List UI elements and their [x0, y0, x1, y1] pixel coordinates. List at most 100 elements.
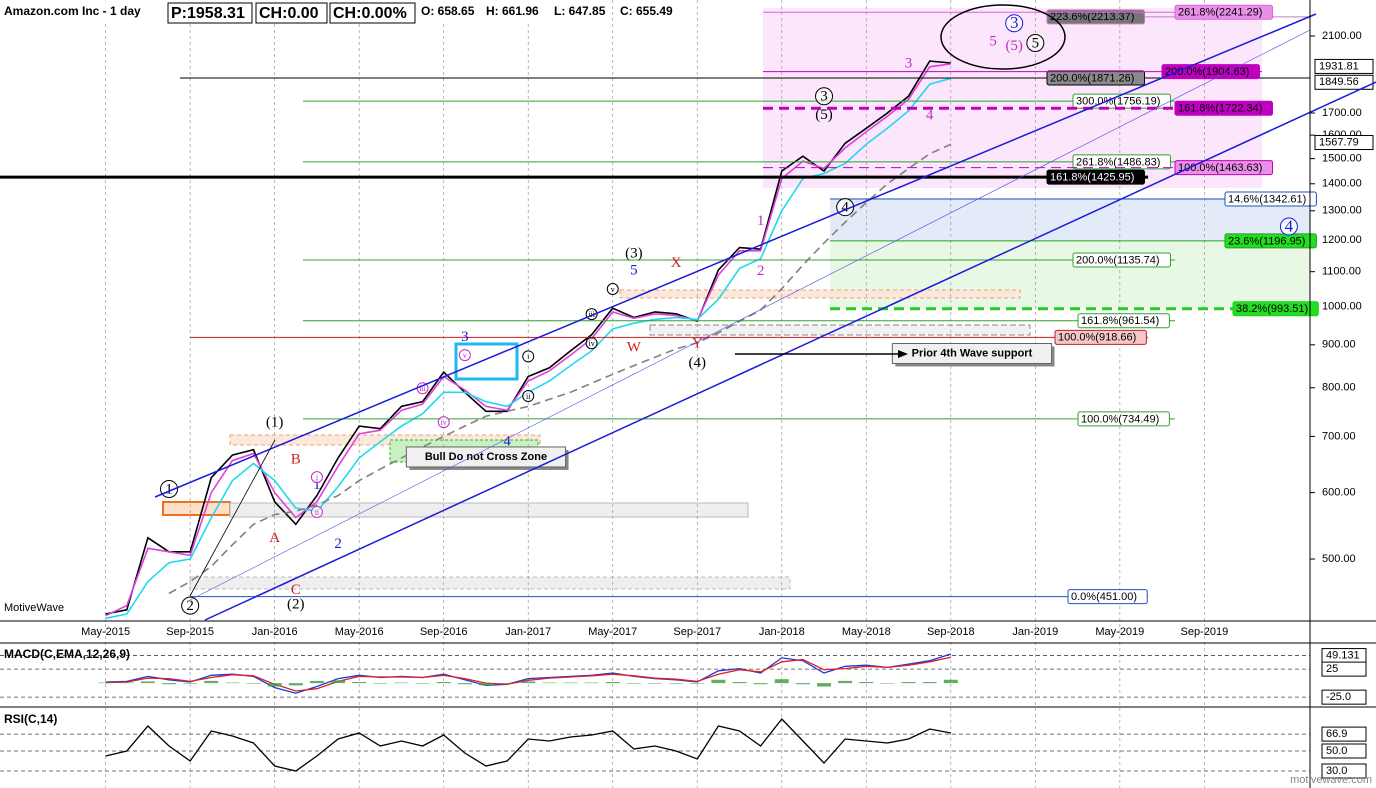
wave-label: v	[463, 351, 467, 360]
ohlc: O: 658.65	[421, 4, 475, 18]
histogram-bar	[880, 683, 895, 684]
header-box	[329, 2, 416, 24]
series-line	[105, 60, 951, 615]
fib-box	[1077, 411, 1170, 427]
x-tick-label: Jan-2019	[1012, 626, 1058, 638]
y-tick-label: 1500.00	[1322, 153, 1362, 165]
histogram-bar	[774, 679, 789, 684]
price-tag-label: 1567.79	[1319, 136, 1359, 148]
histogram-bar	[225, 682, 240, 684]
histogram-bar	[331, 680, 346, 684]
panel-title: MACD(C,EMA,12,26,9)	[4, 647, 130, 661]
x-tick-label: Sep-2016	[420, 626, 468, 638]
note-box	[405, 446, 567, 468]
y-tick-label: 500.00	[1322, 553, 1356, 565]
x-tick-label: Jan-2017	[505, 626, 551, 638]
ohlc: L: 647.85	[554, 4, 606, 18]
series-line	[105, 718, 951, 772]
wave-label: i	[316, 473, 319, 482]
y-tick-label: 50.0	[1326, 745, 1347, 757]
fib-label: 261.8%(2241.29)	[1178, 7, 1262, 19]
y-tick-label: 800.00	[1322, 382, 1356, 394]
wave-label: 3	[461, 329, 469, 345]
histogram-bar	[457, 683, 472, 685]
change: CH:0.00	[259, 5, 319, 22]
wave-label: 4	[841, 200, 849, 216]
y-tick-label: 900.00	[1322, 339, 1356, 351]
fib-label: 200.0%(1904.63)	[1165, 66, 1249, 78]
wave-label: 5	[989, 34, 997, 50]
wave-label: 5	[1032, 35, 1040, 51]
wave-label: iii	[419, 384, 426, 393]
wave-label: X	[671, 255, 682, 271]
wave-label: iv	[441, 418, 447, 427]
tick-box	[1321, 726, 1367, 742]
wave-circle	[585, 337, 598, 350]
tick-box	[1321, 763, 1367, 779]
histogram-bar	[669, 683, 684, 684]
fib-label: 100.0%(1463.63)	[1178, 162, 1262, 174]
panel-title: RSI(C,14)	[4, 712, 57, 726]
wave-circle	[1279, 217, 1298, 236]
x-tick-label: Sep-2015	[166, 626, 214, 638]
price: P:1958.31	[171, 5, 245, 22]
histogram-bar	[817, 683, 832, 687]
trend-line	[189, 439, 276, 597]
fib-box	[1224, 191, 1317, 207]
wave-label: 4	[926, 108, 934, 124]
wave-label: B	[291, 451, 301, 467]
wave-label: 4	[1285, 216, 1294, 235]
wave-circle	[181, 596, 200, 615]
channel-line	[189, 29, 1311, 601]
wave-circle	[1005, 14, 1024, 33]
price-tag	[1314, 74, 1374, 90]
fib-label: 100.0%(734.49)	[1081, 413, 1159, 425]
x-tick-label: Jan-2016	[252, 626, 298, 638]
series-line	[168, 143, 952, 595]
histogram-bar	[732, 682, 747, 684]
fib-label: 223.6%(2213.37)	[1050, 11, 1134, 23]
ohlc: C: 655.49	[620, 4, 673, 18]
histogram-bar	[162, 683, 177, 685]
fib-label: 161.8%(1425.95)	[1050, 171, 1134, 183]
wave-label: A	[269, 530, 280, 546]
zone-box	[649, 324, 1031, 336]
y-tick-label: 1300.00	[1322, 205, 1362, 217]
fib-box	[1174, 160, 1273, 176]
wave-circle	[437, 416, 450, 429]
y-tick-label: 600.00	[1322, 487, 1356, 499]
wave-label: 5	[630, 262, 638, 278]
wave-label: 2	[334, 536, 342, 552]
fib-label: 261.8%(1486.83)	[1076, 156, 1160, 168]
fib-label: 161.8%(1722.34)	[1178, 103, 1262, 115]
histogram-bar	[98, 682, 113, 684]
histogram-bar	[478, 683, 493, 686]
wave-circle	[522, 390, 535, 403]
fib-box	[1077, 313, 1170, 329]
x-tick-label: May-2018	[842, 626, 891, 638]
y-tick-label: 1700.00	[1322, 107, 1362, 119]
histogram-bar	[352, 682, 367, 684]
price-tag	[1314, 135, 1374, 151]
wave-label: C	[291, 582, 301, 598]
fib-box	[1054, 329, 1147, 345]
y-tick-label: 30.0	[1326, 765, 1347, 777]
price-tag-label: 1849.56	[1319, 76, 1359, 88]
x-tick-label: Sep-2017	[673, 626, 721, 638]
wave-label: iv	[588, 339, 594, 348]
price-tag	[1314, 58, 1374, 74]
histogram-bar	[373, 683, 388, 684]
fib-box	[1232, 301, 1319, 317]
tick-box	[1321, 689, 1367, 705]
histogram-bar	[119, 682, 134, 684]
histogram-bar	[795, 683, 810, 685]
zone-box	[229, 434, 541, 446]
wave-label: ii	[526, 392, 531, 401]
header-box	[167, 2, 253, 24]
wave-label: (4)	[689, 355, 707, 371]
fib-box	[1046, 9, 1145, 25]
channel-line	[204, 81, 1376, 621]
wave-label: (5)	[1005, 38, 1023, 54]
